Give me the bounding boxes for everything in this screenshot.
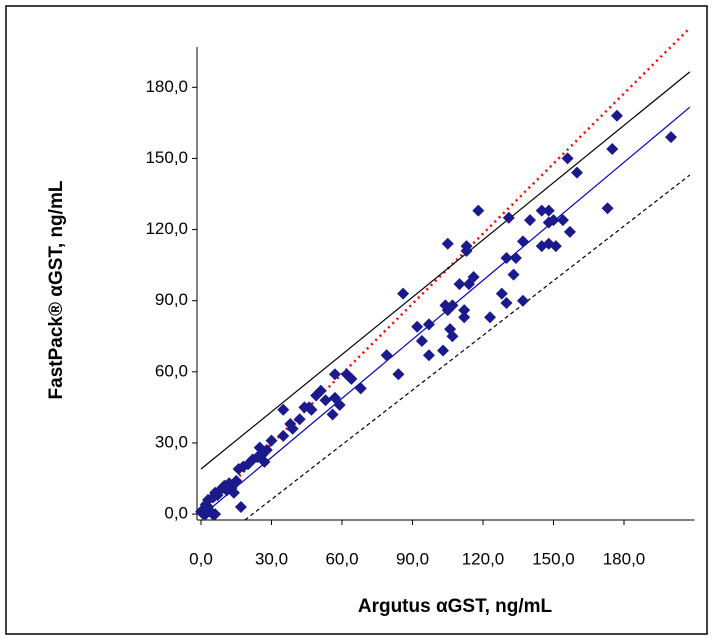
point (439, 299, 452, 312)
point (556, 214, 569, 227)
point (561, 152, 574, 165)
x-axis-title: Argutus αGST, ng/mL (358, 596, 553, 617)
point (453, 278, 466, 291)
fit-line (244, 174, 691, 521)
point (516, 235, 529, 248)
point (547, 214, 560, 227)
point (277, 403, 290, 416)
point (446, 330, 459, 343)
point (523, 214, 536, 227)
point (197, 508, 210, 521)
point (458, 304, 471, 317)
point (472, 204, 485, 217)
x-tick-label: 120,0 (462, 549, 505, 568)
point (495, 287, 508, 300)
point (392, 368, 405, 381)
point (218, 479, 231, 492)
point (253, 441, 266, 454)
y-tick-label: 180,0 (145, 77, 188, 96)
point (460, 240, 473, 253)
point (411, 320, 424, 333)
point (326, 408, 339, 421)
point (340, 368, 353, 381)
x-tick-label: 180,0 (603, 549, 646, 568)
y-axis-title: FastPack® αGST, ng/mL (46, 180, 67, 399)
point (601, 202, 614, 215)
y-tick-label: 60,0 (155, 361, 188, 380)
point (303, 401, 316, 414)
point (310, 389, 323, 402)
point (484, 311, 497, 324)
y-tick-label: 0,0 (164, 504, 188, 523)
point (535, 204, 548, 217)
point (232, 463, 245, 476)
point (516, 294, 529, 307)
y-tick-label: 30,0 (155, 432, 188, 451)
point (500, 252, 513, 265)
x-tick-label: 150,0 (532, 549, 575, 568)
x-tick-label: 30,0 (255, 549, 288, 568)
x-tick-label: 0,0 (189, 549, 213, 568)
point (563, 225, 576, 238)
point (258, 455, 271, 468)
y-tick-label: 90,0 (155, 290, 188, 309)
point (500, 297, 513, 310)
x-tick-label: 90,0 (396, 549, 429, 568)
point (509, 252, 522, 265)
point (422, 349, 435, 362)
point (542, 204, 555, 217)
point (422, 318, 435, 331)
point (227, 486, 240, 499)
point (535, 240, 548, 253)
x-tick-label: 60,0 (325, 549, 358, 568)
point (441, 237, 454, 250)
point (333, 399, 346, 412)
point (397, 287, 410, 300)
point (286, 422, 299, 435)
point (458, 311, 471, 324)
point (415, 334, 428, 347)
point (265, 434, 278, 447)
point (606, 142, 619, 155)
point (234, 500, 247, 513)
point (610, 109, 623, 122)
point (354, 382, 367, 395)
point (209, 508, 222, 521)
point (380, 349, 393, 362)
point (277, 429, 290, 442)
point (328, 368, 341, 381)
point (467, 270, 480, 283)
point (502, 211, 515, 224)
chart-border (5, 5, 708, 635)
point (319, 394, 332, 407)
fit-line (200, 71, 691, 470)
point (293, 413, 306, 426)
point (437, 344, 450, 357)
y-tick-label: 150,0 (145, 148, 188, 167)
y-tick-label: 120,0 (145, 219, 188, 238)
point (570, 166, 583, 179)
point (507, 268, 520, 281)
point (664, 131, 677, 144)
